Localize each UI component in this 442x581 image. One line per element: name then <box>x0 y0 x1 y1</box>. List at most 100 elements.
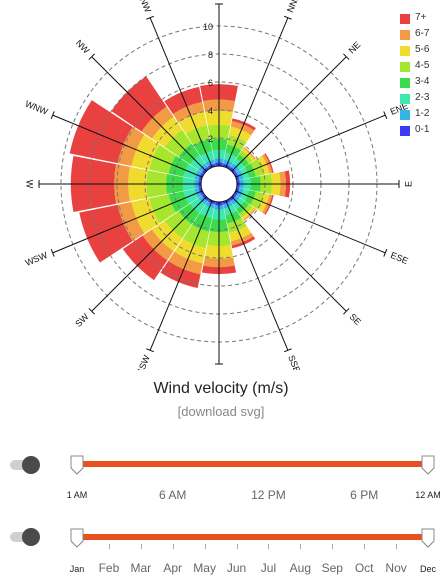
month-tick-mark <box>268 544 270 549</box>
wedge-ssw-5-6 <box>174 238 206 264</box>
spoke-end-tick <box>343 308 350 315</box>
spoke-end-tick <box>146 15 155 20</box>
spoke-wsw <box>52 190 203 254</box>
month-tick-label: Sep <box>321 561 343 575</box>
spoke-wnw <box>52 114 203 178</box>
radial-tick-label-4: 4 <box>208 106 213 116</box>
wedge-nnw-2-3 <box>200 151 214 164</box>
month-tick-label: Mar <box>130 561 152 575</box>
legend: 7+ 6-7 5-6 4-5 3-4 2-3 1-2 0-1 <box>396 12 440 140</box>
toggle-knob[interactable] <box>22 528 40 546</box>
legend-item[interactable]: 1-2 <box>396 108 440 124</box>
wind-rose-chart: NNNENEENEEESESESSESSSWSWWSWWWNWNWNNW2468… <box>24 0 414 370</box>
month-slider-end-label: Dec <box>419 564 437 574</box>
wedge-ssw-6-7 <box>168 251 203 275</box>
legend-item[interactable]: 5-6 <box>396 44 440 60</box>
wedge-wnw-3-4 <box>168 155 189 177</box>
wedge-ese-7+ <box>264 194 274 215</box>
direction-label-w: W <box>25 180 35 189</box>
month-tick-mark <box>300 544 302 549</box>
legend-label: 4-5 <box>415 60 430 71</box>
legend-item[interactable]: 4-5 <box>396 60 440 76</box>
spoke-se <box>231 196 347 312</box>
hour-slider-start-handle[interactable] <box>70 455 84 475</box>
wedge-ene-7+ <box>264 153 274 174</box>
hour-slider-end-handle[interactable] <box>421 455 435 475</box>
month-tick-label: Jul <box>260 561 277 575</box>
legend-label: 5-6 <box>415 44 430 55</box>
chart-title: Wind velocity (m/s) <box>153 380 289 397</box>
wedge-ssw-3-4 <box>192 213 213 232</box>
spoke-end-tick <box>50 111 55 120</box>
spoke-end-tick <box>88 53 95 60</box>
spoke-ssw <box>149 200 213 351</box>
download-svg-link[interactable]: [download svg] <box>177 404 265 419</box>
wedge-wsw-6-7 <box>117 201 145 241</box>
wedge-sse-3-4 <box>225 210 242 224</box>
toggle-knob[interactable] <box>22 456 40 474</box>
direction-label-wsw: WSW <box>24 250 50 268</box>
direction-label-se: SE <box>347 312 363 328</box>
legend-item[interactable]: 3-4 <box>396 76 440 92</box>
month-slider-track[interactable] <box>77 534 428 540</box>
radial-tick-label-6: 6 <box>208 78 213 88</box>
legend-swatch <box>400 14 410 24</box>
legend-item[interactable]: 7+ <box>396 12 440 28</box>
spoke-end-tick <box>343 53 350 60</box>
direction-label-sw: SW <box>73 311 91 329</box>
month-tick-mark <box>108 544 110 549</box>
legend-item[interactable]: 6-7 <box>396 28 440 44</box>
legend-swatch <box>400 30 410 40</box>
legend-item[interactable]: 2-3 <box>396 92 440 108</box>
wedge-ssw-7+ <box>160 260 201 289</box>
direction-label-ese: ESE <box>389 250 409 266</box>
month-filter-toggle[interactable] <box>10 528 40 546</box>
legend-swatch <box>400 46 410 56</box>
month-tick-label: May <box>193 561 216 575</box>
direction-label-ne: NE <box>347 40 363 56</box>
spoke-nnw <box>149 17 213 168</box>
radial-tick-label-8: 8 <box>208 50 213 60</box>
wedge-wsw-5-6 <box>131 198 160 234</box>
legend-label: 1-2 <box>415 108 430 119</box>
hour-filter-toggle[interactable] <box>10 456 40 474</box>
wedge-wnw-4-5 <box>149 144 176 174</box>
direction-label-nw: NW <box>74 38 92 56</box>
month-tick-label: Jun <box>226 561 247 575</box>
spoke-ne <box>231 56 347 172</box>
wedge-wsw-3-4 <box>168 191 189 213</box>
month-tick-label: Apr <box>163 561 183 575</box>
direction-label-sse: SSE <box>286 354 302 370</box>
wedge-ssw-4-5 <box>182 224 210 249</box>
spoke-end-tick <box>146 348 155 353</box>
wedge-nnw-4-5 <box>185 125 210 146</box>
legend-swatch <box>400 126 410 136</box>
spoke-nne <box>225 17 289 168</box>
wedge-nnw-6-7 <box>172 101 205 123</box>
legend-label: 3-4 <box>415 76 430 87</box>
wedge-wnw-7+ <box>69 100 133 164</box>
direction-label-e: E <box>403 181 413 187</box>
hour-tick-label: 12 PM <box>251 488 286 502</box>
month-tick-label: Feb <box>98 561 120 575</box>
wedge-ssw-2-3 <box>199 204 214 219</box>
wedge-sse-5-6 <box>229 225 252 242</box>
month-slider-start-handle[interactable] <box>70 528 84 548</box>
spoke-nw <box>91 56 207 172</box>
month-tick-label: Aug <box>289 561 312 575</box>
legend-swatch <box>400 110 410 120</box>
month-tick-mark <box>204 544 206 549</box>
month-slider-start-label: Jan <box>69 564 85 574</box>
legend-item[interactable]: 0-1 <box>396 124 440 140</box>
spoke-end-tick <box>383 248 388 257</box>
wedge-wsw-4-5 <box>149 194 176 224</box>
month-tick-label: Nov <box>385 561 407 575</box>
hour-slider-track[interactable] <box>77 461 428 467</box>
month-slider-end-handle[interactable] <box>421 528 435 548</box>
direction-label-ssw: SSW <box>135 353 152 370</box>
legend-swatch <box>400 78 410 88</box>
month-tick-mark <box>364 544 366 549</box>
hour-tick-label: 6 AM <box>159 488 187 502</box>
month-tick-mark <box>236 544 238 549</box>
month-tick-mark <box>396 544 398 549</box>
